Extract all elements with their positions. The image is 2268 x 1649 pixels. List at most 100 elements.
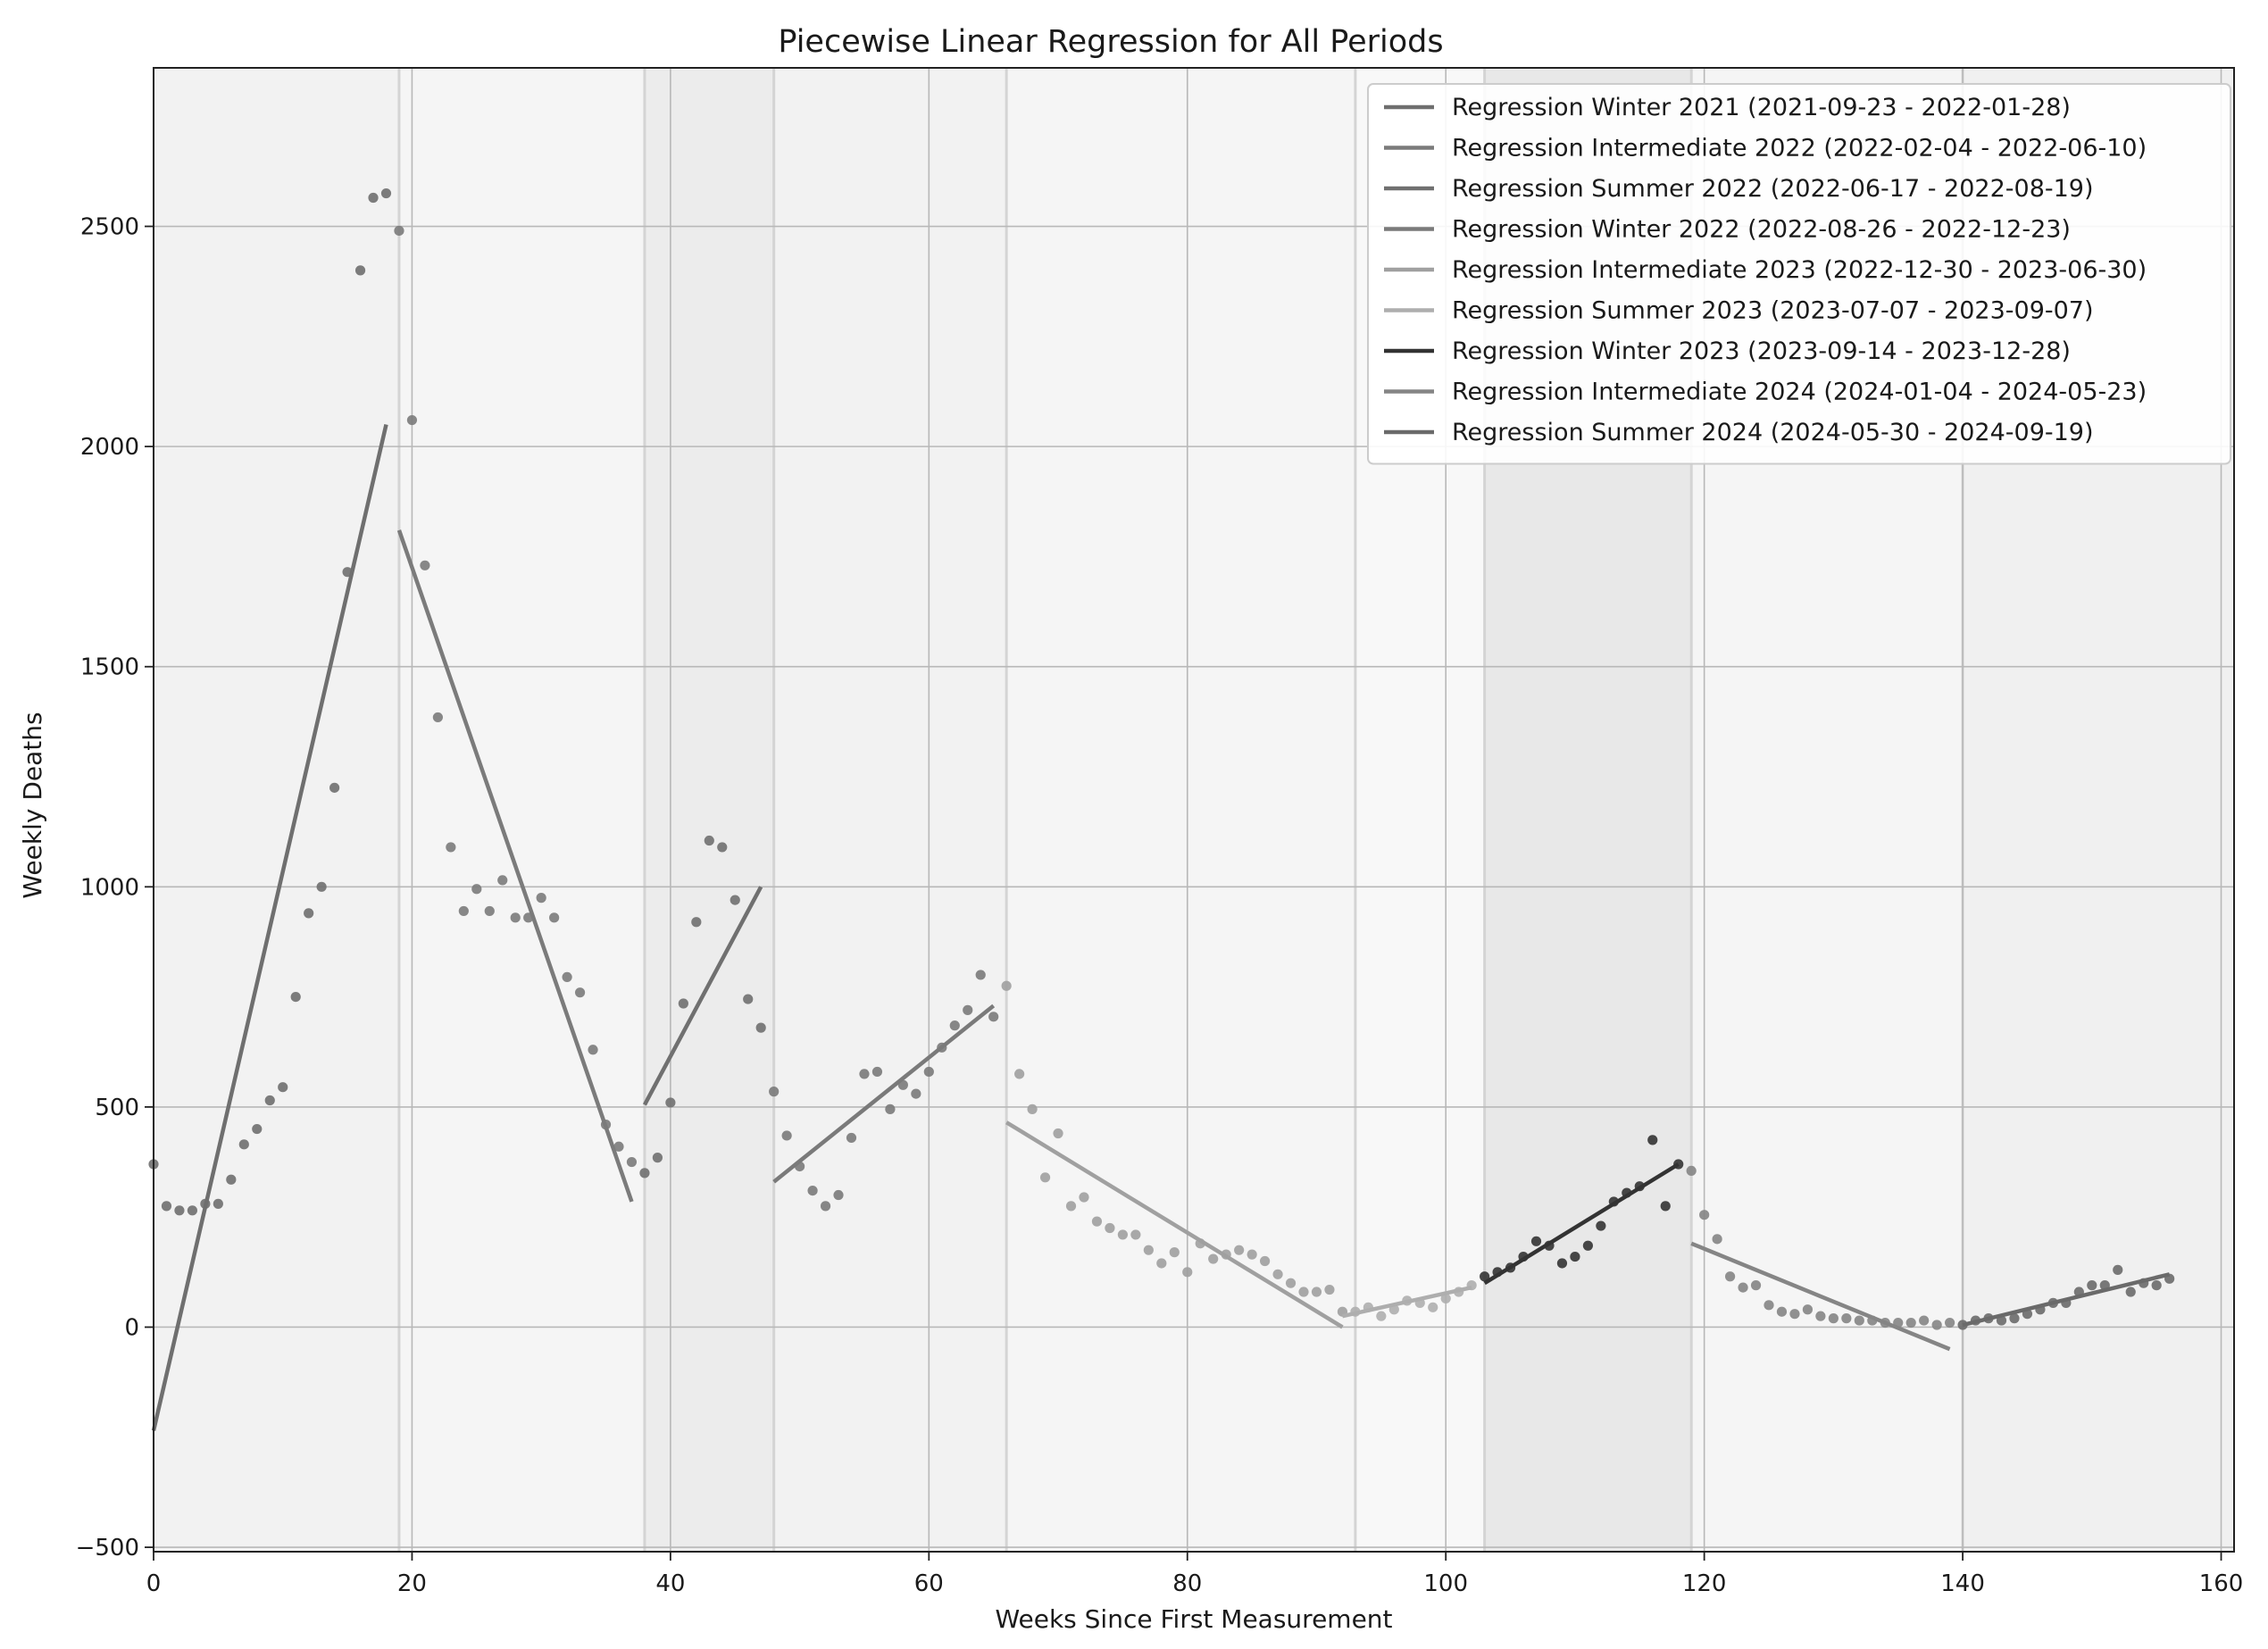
data-point-s7-1 [1699,1210,1710,1220]
series-8 [1957,1264,2175,1330]
data-point-s0-12 [304,908,314,919]
x-tick-label-3: 60 [914,1570,944,1597]
x-tick-label-6: 120 [1682,1570,1727,1597]
data-point-s0-6 [226,1174,237,1185]
data-point-s3-8 [871,1066,883,1078]
y-tick-label-3: 1000 [80,874,139,901]
data-point-s2-1 [652,1153,663,1163]
data-point-s4-16 [1208,1253,1219,1264]
data-point-s8-13 [2125,1287,2136,1297]
data-point-s4-11 [1143,1245,1154,1255]
data-point-s0-7 [238,1139,249,1150]
regression-line-7 [1690,1241,1951,1352]
data-point-s3-17 [988,1012,999,1022]
data-point-s3-9 [885,1103,896,1114]
data-point-s3-1 [781,1130,792,1141]
data-point-s6-6 [1556,1258,1568,1269]
data-point-s1-0 [394,225,404,237]
y-tick-label-5: 2000 [80,434,139,461]
series-7 [1686,1165,1955,1352]
x-axis-label: Weeks Since First Measurement [995,1604,1392,1634]
data-point-s1-15 [588,1045,598,1055]
data-point-s3-4 [820,1201,831,1212]
data-point-s3-11 [911,1088,921,1099]
series-3 [769,970,999,1212]
plot-frame [153,67,2235,1553]
data-point-s0-10 [278,1082,288,1093]
data-point-s2-7 [730,895,740,905]
data-point-s6-7 [1570,1251,1580,1262]
legend-label-3: Regression Winter 2022 (2022-08-26 - 202… [1452,216,2071,244]
data-point-s5-2 [1376,1311,1387,1321]
data-point-s4-23 [1298,1287,1309,1297]
data-point-s4-20 [1259,1255,1271,1267]
legend-label-1: Regression Intermediate 2022 (2022-02-04… [1452,135,2147,162]
data-point-s2-0 [639,1168,650,1178]
period-band-4 [1006,68,1355,1552]
x-tick-label-1: 20 [397,1570,427,1597]
data-point-s7-18 [1919,1315,1930,1326]
data-point-s4-25 [1324,1284,1335,1295]
regression-line-1 [396,529,634,1203]
data-point-s1-5 [458,905,469,917]
data-point-s0-1 [161,1201,172,1212]
chart-title: Piecewise Linear Regression for All Peri… [778,24,1443,60]
x-tick-label-8: 160 [2199,1570,2244,1597]
data-point-s1-11 [536,893,546,904]
data-point-s7-6 [1764,1300,1774,1311]
x-axis: 0 20 40 60 80 100 120 140 160 [146,1552,2244,1597]
regression-line-6 [1483,1162,1680,1286]
data-point-s6-8 [1582,1240,1593,1251]
data-point-s7-19 [1931,1320,1942,1330]
data-point-s4-24 [1311,1287,1322,1297]
x-tick-label-5: 100 [1423,1570,1468,1597]
data-point-s6-14 [1660,1201,1671,1212]
data-point-s4-0 [1001,980,1012,991]
data-point-s3-7 [859,1069,870,1079]
data-point-s3-6 [846,1132,857,1144]
data-point-s2-6 [717,842,728,853]
data-point-s6-4 [1530,1236,1542,1246]
data-point-s1-7 [484,905,495,917]
legend-label-5: Regression Summer 2023 (2023-07-07 - 202… [1452,297,2094,325]
data-point-s0-18 [380,187,392,199]
period-band-3 [773,68,1007,1552]
regression-line-3 [772,1004,996,1184]
data-point-s4-14 [1182,1267,1193,1278]
data-point-s5-7 [1440,1293,1451,1304]
data-point-s4-18 [1234,1245,1245,1255]
data-point-s2-3 [678,998,688,1009]
y-tick-label-2: 500 [95,1095,139,1121]
data-point-s4-9 [1117,1229,1129,1240]
data-point-s1-17 [613,1141,624,1152]
data-point-s3-16 [975,970,986,980]
data-point-s6-13 [1647,1135,1658,1145]
period-band-1 [398,68,645,1552]
data-point-s0-16 [354,265,366,276]
data-point-s0-17 [368,192,379,204]
series-1 [394,225,638,1203]
data-point-s8-12 [2113,1264,2123,1275]
regression-line-5 [1341,1285,1472,1319]
data-point-s1-6 [471,884,482,895]
data-point-s4-4 [1053,1128,1063,1139]
legend-label-0: Regression Winter 2021 (2021-09-23 - 202… [1452,94,2071,121]
data-point-s7-17 [1905,1317,1916,1328]
data-point-s7-13 [1854,1315,1864,1326]
data-point-s7-4 [1738,1282,1748,1293]
data-point-s1-1 [406,414,418,426]
legend-label-7: Regression Intermediate 2024 (2024-01-04… [1452,379,2147,406]
data-point-s3-12 [923,1066,934,1078]
data-point-s4-2 [1027,1103,1038,1114]
data-point-s7-5 [1750,1280,1762,1291]
series-layer [148,187,2175,1431]
data-point-s4-3 [1039,1172,1051,1183]
data-point-s1-8 [497,875,508,886]
data-point-s6-0 [1480,1271,1490,1282]
data-point-s4-22 [1285,1278,1297,1288]
series-0 [148,187,392,1431]
data-point-s8-10 [2087,1280,2097,1291]
data-point-s8-15 [2151,1280,2162,1291]
legend-label-4: Regression Intermediate 2023 (2022-12-30… [1452,256,2147,284]
